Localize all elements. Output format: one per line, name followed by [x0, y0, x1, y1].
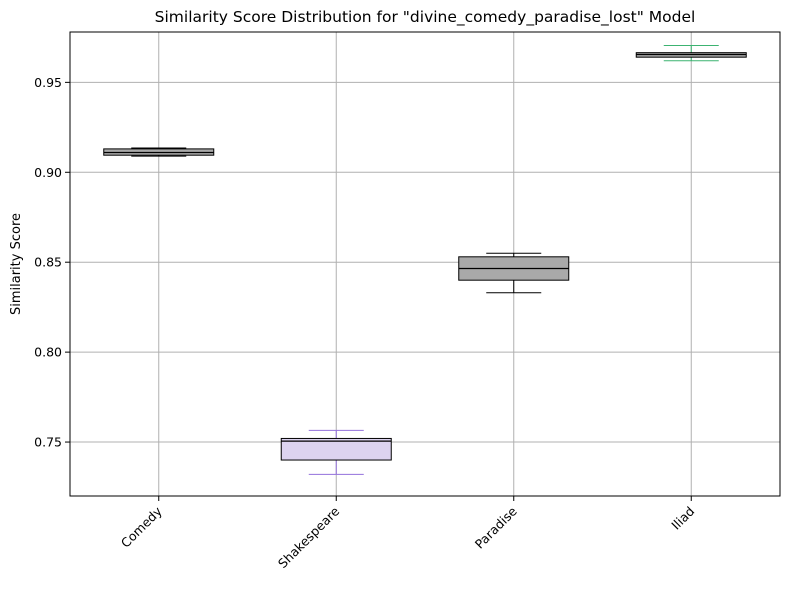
box-iqr [280, 437, 392, 461]
box-paradise [458, 252, 570, 294]
chart-title: Similarity Score Distribution for "divin… [155, 8, 696, 27]
y-axis-label: Similarity Score [9, 213, 24, 315]
plot-frame [69, 31, 781, 497]
y-tick-label: 0.85 [34, 255, 62, 270]
box-plots [103, 44, 747, 475]
x-tick-label: Shakespeare [275, 503, 343, 571]
x-tick-label: Iliad [668, 504, 697, 533]
x-tick-label: Comedy [118, 503, 166, 551]
x-tick-label: Paradise [472, 503, 520, 551]
box-comedy [103, 147, 215, 157]
box-iliad [635, 44, 747, 62]
box-shakespeare [280, 429, 392, 475]
y-tick-label: 0.75 [34, 435, 62, 450]
y-tick-label: 0.95 [34, 75, 62, 90]
y-tick-label: 0.90 [34, 165, 62, 180]
grid [70, 32, 780, 496]
y-tick-label: 0.80 [34, 345, 62, 360]
